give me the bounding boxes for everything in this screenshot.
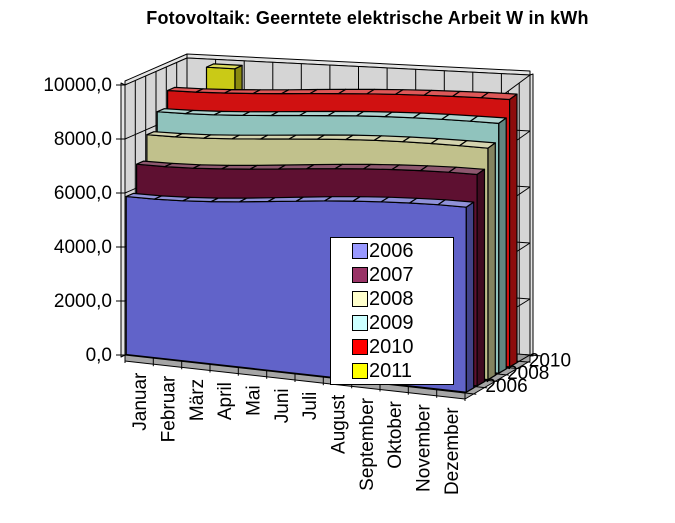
ribbon-2007-side — [476, 168, 486, 387]
ribbon-2008-side — [487, 142, 496, 381]
month-label: Januar — [130, 372, 151, 431]
left-wall-slab — [120, 82, 126, 358]
ribbon-2009-side — [498, 117, 507, 374]
legend-entry: 2009 — [352, 312, 453, 334]
legend-swatch — [352, 267, 368, 283]
value-axis-label: 8000,0 — [54, 129, 112, 150]
legend-entry: 2010 — [352, 336, 453, 358]
value-axis-label: 4000,0 — [54, 237, 112, 258]
chart-title: Fotovoltaik: Geerntete elektrische Arbei… — [146, 8, 589, 28]
ribbon-2006-side — [465, 201, 475, 393]
value-axis-label: 2000,0 — [54, 291, 112, 312]
legend-entry: 2007 — [352, 264, 453, 286]
legend-entry: 2006 — [352, 240, 453, 262]
month-label: Juli — [300, 392, 321, 421]
value-axis-label: 0,0 — [86, 345, 112, 366]
month-label: Oktober — [385, 400, 406, 468]
legend-label: 2011 — [369, 360, 413, 382]
month-label: Dezember — [442, 407, 463, 495]
legend-swatch — [352, 339, 368, 355]
legend-swatch — [352, 315, 368, 331]
legend-label: 2008 — [369, 288, 414, 310]
month-label: März — [187, 379, 208, 421]
depth-tick — [524, 354, 542, 357]
depth-axis-label: 2010 — [529, 351, 571, 372]
value-axis-label: 10000,0 — [43, 75, 112, 96]
month-label: August — [329, 394, 350, 454]
ribbon-2010-side — [509, 93, 518, 368]
month-label: September — [357, 397, 378, 491]
month-label: April — [215, 382, 236, 420]
value-axis-label: 6000,0 — [54, 183, 112, 204]
legend-swatch — [352, 291, 368, 307]
month-label: Juni — [272, 388, 293, 423]
month-label: Mai — [244, 385, 265, 416]
depth-axis-label: 2006 — [485, 376, 527, 397]
depth-tick — [459, 391, 477, 395]
month-label: November — [414, 404, 435, 492]
month-label: Februar — [159, 375, 180, 442]
legend-label: 2009 — [369, 312, 414, 334]
depth-axis-label: 2008 — [507, 363, 549, 384]
legend-entry: 2008 — [352, 288, 453, 310]
legend-label: 2007 — [369, 264, 414, 286]
legend-swatch — [352, 363, 368, 379]
legend-label: 2010 — [369, 336, 414, 358]
legend-label: 2006 — [369, 240, 414, 262]
legend-swatch — [352, 243, 368, 259]
legend-entry: 2011 — [352, 360, 453, 382]
legend: 2006 2007 2008 2009 2010 2011 — [330, 237, 454, 385]
